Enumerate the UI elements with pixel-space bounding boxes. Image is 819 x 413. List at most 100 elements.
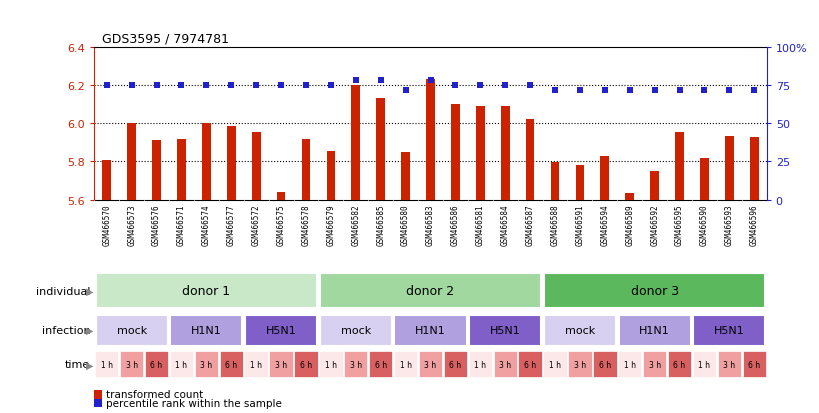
Text: GSM466578: GSM466578 <box>301 204 310 245</box>
Bar <box>592 351 616 377</box>
Bar <box>301 139 310 200</box>
Bar <box>344 351 367 377</box>
Text: 6 h: 6 h <box>672 360 685 369</box>
Bar <box>625 194 633 200</box>
Text: ▶: ▶ <box>86 359 93 370</box>
Text: H1N1: H1N1 <box>414 325 446 335</box>
Bar <box>674 133 683 200</box>
Bar <box>443 351 467 377</box>
Bar <box>96 315 168 346</box>
Bar <box>96 274 317 309</box>
Bar <box>543 274 764 309</box>
Text: GSM466570: GSM466570 <box>102 204 111 245</box>
Text: donor 1: donor 1 <box>182 285 230 298</box>
Text: 6 h: 6 h <box>449 360 461 369</box>
Text: individual: individual <box>36 286 90 296</box>
Bar <box>251 133 260 200</box>
Text: GSM466576: GSM466576 <box>152 204 161 245</box>
Bar <box>269 351 292 377</box>
Bar <box>351 85 360 200</box>
Text: 1 h: 1 h <box>473 360 486 369</box>
Bar <box>724 136 733 200</box>
Bar <box>376 99 385 200</box>
Text: 1 h: 1 h <box>250 360 262 369</box>
Bar <box>326 152 335 200</box>
Text: 6 h: 6 h <box>300 360 312 369</box>
Text: 1 h: 1 h <box>549 360 560 369</box>
Text: mock: mock <box>116 325 147 335</box>
Text: 1 h: 1 h <box>623 360 635 369</box>
Bar <box>120 351 143 377</box>
Text: GDS3595 / 7974781: GDS3595 / 7974781 <box>102 33 229 45</box>
Text: donor 2: donor 2 <box>406 285 454 298</box>
Text: 3 h: 3 h <box>499 360 511 369</box>
Text: GSM466579: GSM466579 <box>326 204 335 245</box>
Bar <box>692 351 715 377</box>
Bar <box>177 139 186 200</box>
Bar <box>393 351 417 377</box>
Bar <box>319 351 342 377</box>
Text: transformed count: transformed count <box>106 389 203 399</box>
Bar <box>194 351 218 377</box>
Text: GSM466596: GSM466596 <box>749 204 758 245</box>
Bar <box>600 157 609 200</box>
Text: GSM466588: GSM466588 <box>550 204 559 245</box>
Text: 3 h: 3 h <box>648 360 660 369</box>
Text: 3 h: 3 h <box>424 360 436 369</box>
Bar <box>145 351 168 377</box>
Text: GSM466592: GSM466592 <box>649 204 658 245</box>
Bar <box>667 351 690 377</box>
Text: GSM466593: GSM466593 <box>724 204 733 245</box>
Bar <box>394 315 466 346</box>
Bar <box>699 158 708 200</box>
Text: GSM466594: GSM466594 <box>600 204 609 245</box>
Text: 1 h: 1 h <box>698 360 709 369</box>
Bar <box>426 80 434 200</box>
Bar <box>94 399 102 407</box>
Text: H5N1: H5N1 <box>489 325 520 335</box>
Text: GSM466577: GSM466577 <box>227 204 236 245</box>
Text: 6 h: 6 h <box>374 360 387 369</box>
Bar <box>742 351 765 377</box>
Text: GSM466572: GSM466572 <box>251 204 260 245</box>
Bar <box>369 351 392 377</box>
Text: GSM466582: GSM466582 <box>351 204 360 245</box>
Text: 3 h: 3 h <box>274 360 287 369</box>
Text: GSM466574: GSM466574 <box>201 204 210 245</box>
Bar <box>568 351 590 377</box>
Bar <box>642 351 666 377</box>
Text: 1 h: 1 h <box>101 360 113 369</box>
Text: 3 h: 3 h <box>125 360 138 369</box>
Bar <box>518 351 541 377</box>
Text: GSM466595: GSM466595 <box>674 204 683 245</box>
Bar <box>219 351 242 377</box>
Text: GSM466587: GSM466587 <box>525 204 534 245</box>
Bar <box>319 315 391 346</box>
Text: 1 h: 1 h <box>399 360 411 369</box>
Text: 6 h: 6 h <box>747 360 759 369</box>
Bar <box>500 107 509 200</box>
Bar <box>127 124 136 200</box>
Text: H1N1: H1N1 <box>191 325 221 335</box>
Bar <box>170 351 193 377</box>
Bar <box>543 351 566 377</box>
Bar <box>525 120 534 200</box>
Text: infection: infection <box>42 325 90 335</box>
Text: GSM466583: GSM466583 <box>426 204 434 245</box>
Text: donor 3: donor 3 <box>630 285 678 298</box>
Bar <box>227 127 235 200</box>
Text: 3 h: 3 h <box>573 360 586 369</box>
Text: H5N1: H5N1 <box>713 325 744 335</box>
Text: GSM466584: GSM466584 <box>500 204 509 245</box>
Bar <box>201 124 210 200</box>
Text: GSM466571: GSM466571 <box>177 204 186 245</box>
Bar <box>575 166 584 200</box>
Bar <box>276 192 285 200</box>
Bar <box>419 351 441 377</box>
Text: 1 h: 1 h <box>175 360 188 369</box>
Bar <box>618 351 640 377</box>
Text: GSM466581: GSM466581 <box>475 204 484 245</box>
Bar <box>618 315 690 346</box>
Bar <box>95 351 118 377</box>
Bar <box>543 315 615 346</box>
